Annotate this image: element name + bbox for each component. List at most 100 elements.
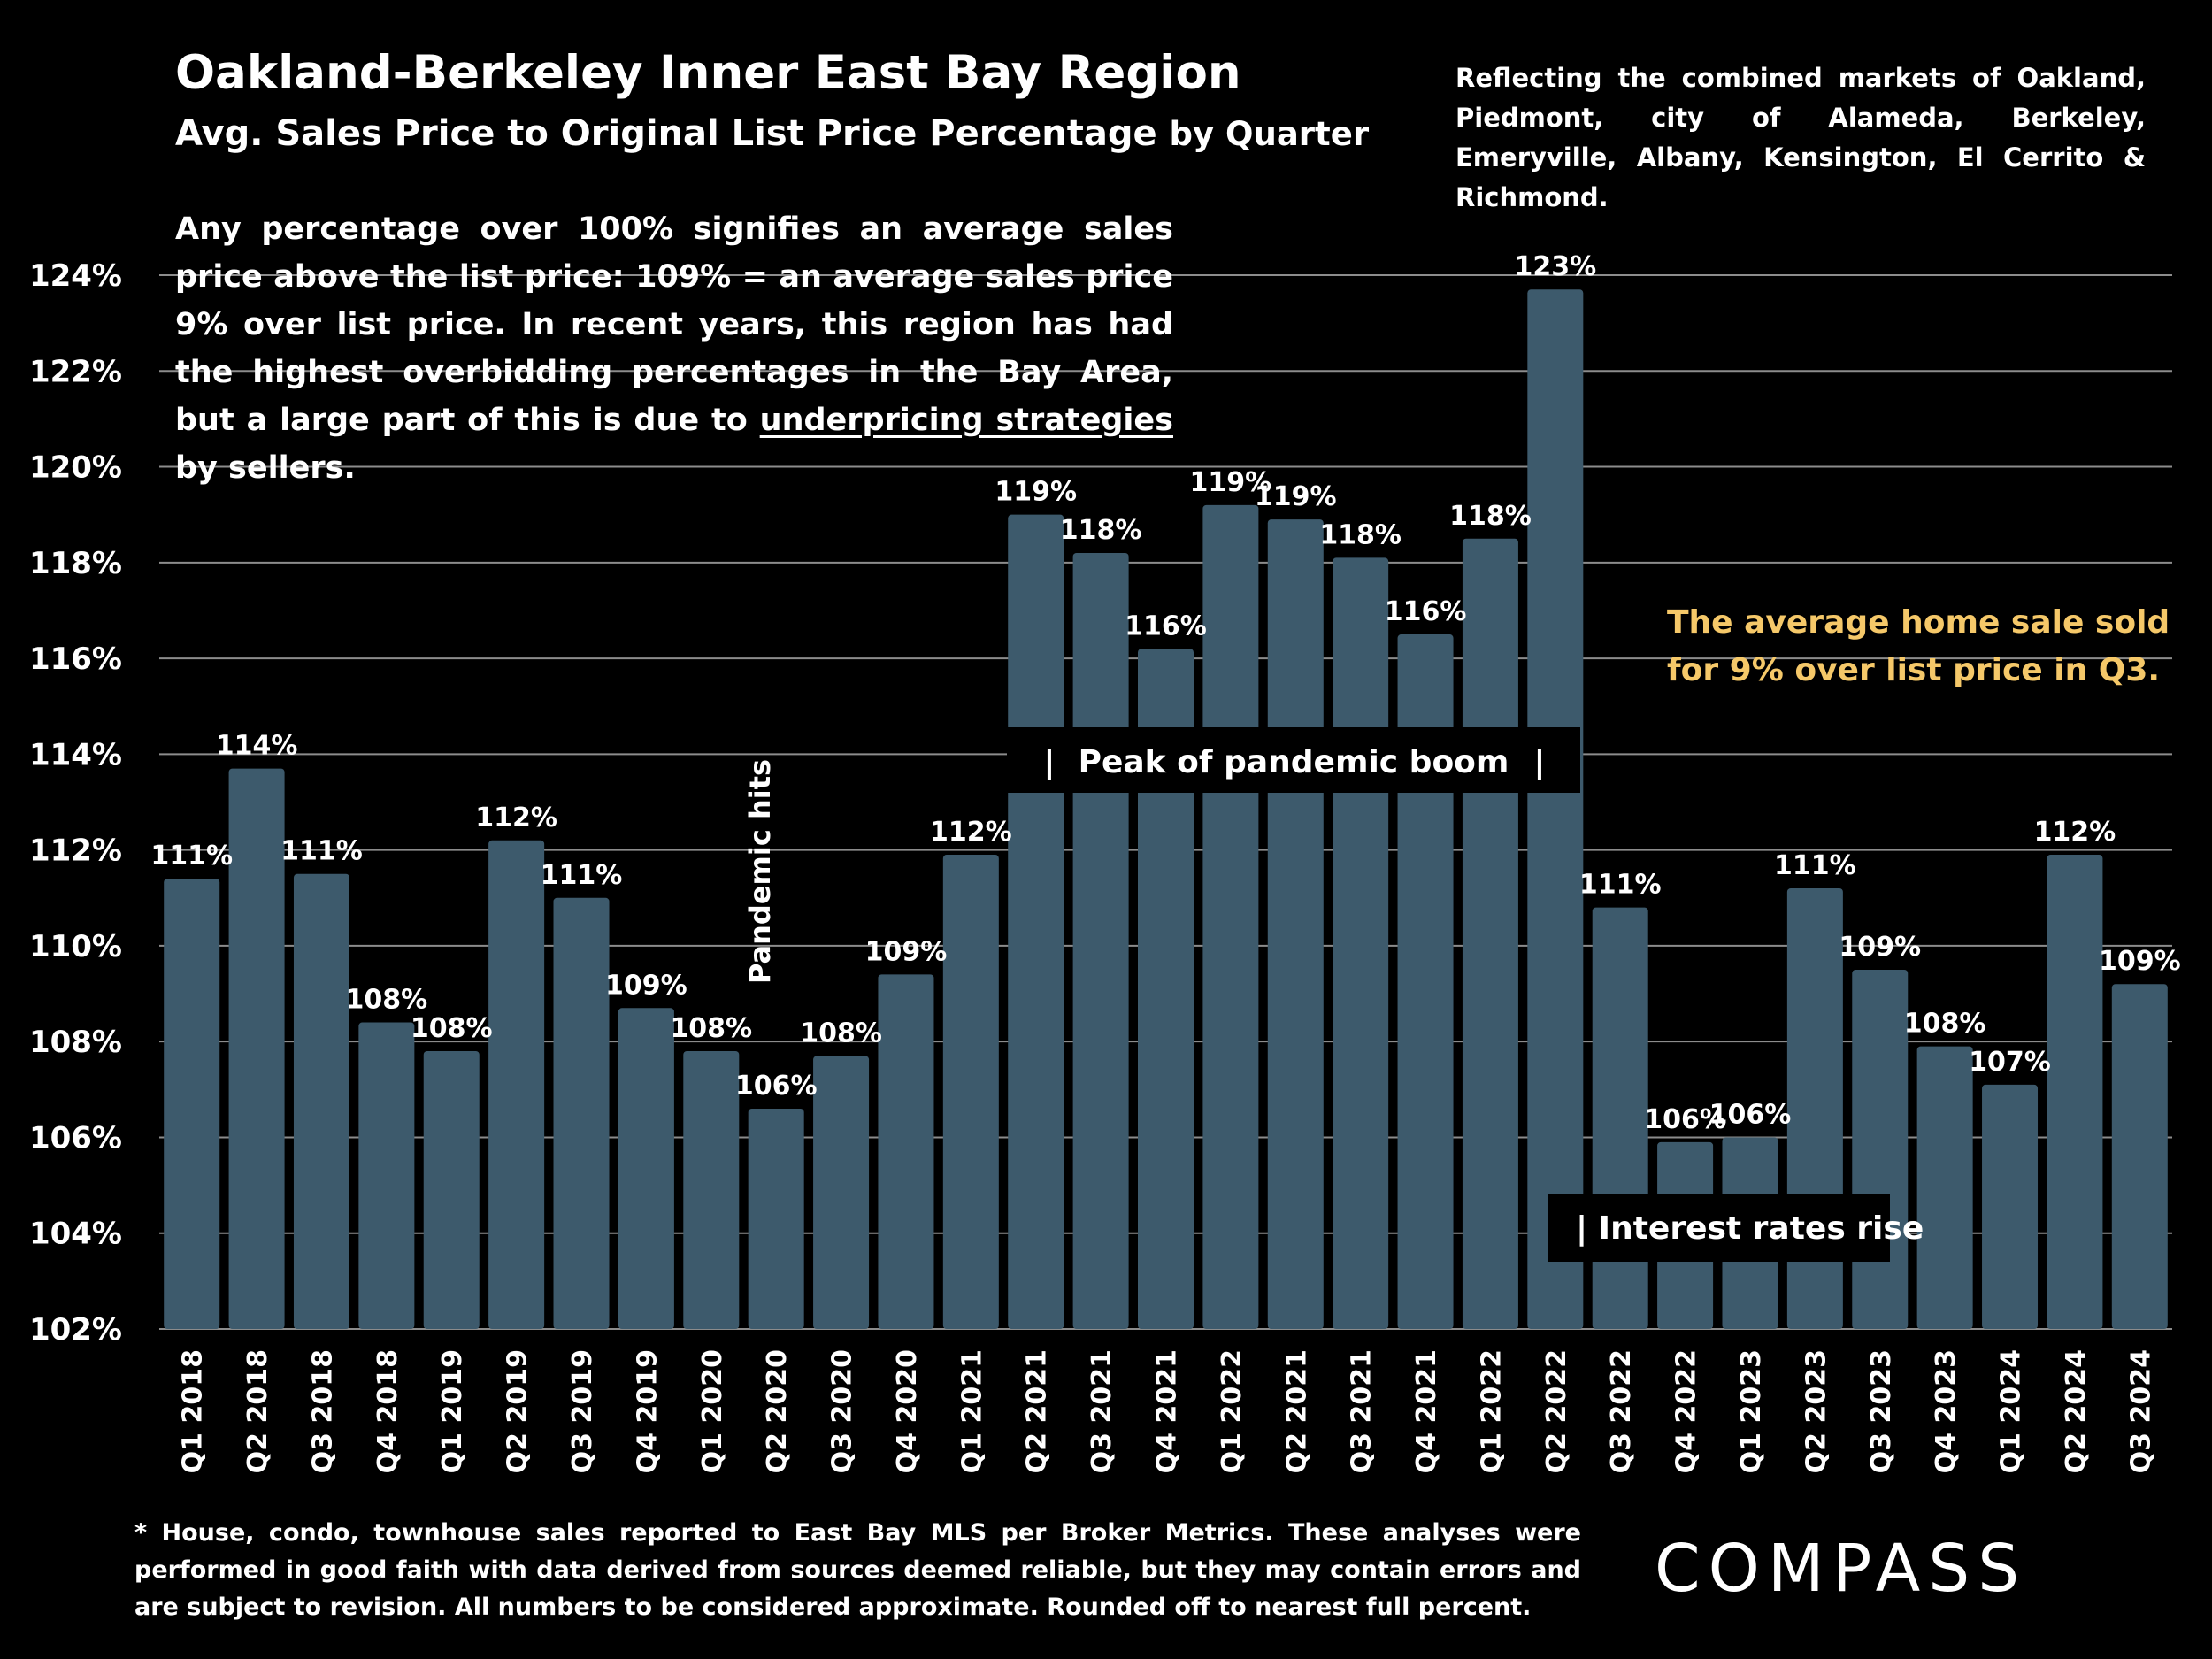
- data-label: 109%: [1839, 932, 1921, 963]
- data-label: 112%: [2034, 817, 2116, 848]
- pandemic-hits-label: Pandemic hits: [743, 759, 777, 984]
- data-label: 107%: [1969, 1047, 2051, 1078]
- bar: [1982, 1084, 2039, 1329]
- data-label: 123%: [1514, 251, 1596, 282]
- data-label: 116%: [1125, 611, 1207, 641]
- x-tick-label: Q3 2018: [307, 1349, 338, 1473]
- y-tick-label: 124%: [29, 258, 122, 294]
- data-label: 108%: [346, 985, 428, 1016]
- x-tick-label: Q1 2024: [1996, 1349, 2027, 1473]
- data-label: 111%: [1774, 850, 1856, 881]
- bar: [1138, 649, 1194, 1329]
- y-tick-label: 122%: [29, 354, 122, 389]
- annotations: | Peak of pandemic boom | | Interest rat…: [743, 727, 1924, 1262]
- x-tick-label: Q2 2020: [762, 1349, 793, 1473]
- bar: [1333, 557, 1389, 1329]
- data-label: 108%: [1904, 1009, 1986, 1040]
- bar: [228, 768, 285, 1329]
- data-label: 106%: [735, 1071, 818, 1102]
- chart-title: Oakland-Berkeley Inner East Bay Region: [175, 46, 1241, 100]
- x-tick-label: Q1 2021: [956, 1349, 987, 1473]
- rates-annotation-label: | Interest rates rise: [1576, 1210, 1924, 1247]
- y-tick-label: 106%: [29, 1120, 122, 1156]
- y-tick-label: 118%: [29, 546, 122, 581]
- data-label: 108%: [411, 1013, 493, 1044]
- y-tick-label: 102%: [29, 1312, 122, 1348]
- bar: [1527, 289, 1584, 1329]
- bar: [878, 974, 934, 1329]
- x-tick-label: Q1 2020: [697, 1349, 728, 1473]
- x-tick-label: Q3 2019: [567, 1349, 598, 1473]
- x-tick-label: Q2 2022: [1541, 1349, 1572, 1473]
- y-axis-labels: 102% 104% 106% 108% 110% 112% 114% 116% 118% 120%…: [29, 258, 122, 1348]
- callout-line-2: for 9% over list price in Q3.: [1667, 652, 2161, 688]
- x-tick-label: Q2 2019: [503, 1349, 534, 1473]
- bar: [1592, 907, 1648, 1329]
- x-tick-label: Q3 2020: [827, 1349, 858, 1473]
- subtitle-suffix: by Quarter: [1169, 115, 1370, 153]
- subtitle-main: Avg. Sales Price to Original List Price …: [175, 113, 1157, 154]
- bar: [618, 1008, 674, 1329]
- y-tick-label: 114%: [29, 737, 122, 772]
- x-tick-label: Q2 2021: [1022, 1349, 1053, 1473]
- bar: [1852, 969, 1909, 1329]
- chart-subtitle: Avg. Sales Price to Original List Price …: [175, 113, 1369, 154]
- peak-bar-left: |: [1043, 744, 1055, 780]
- peak-annotation-label: Peak of pandemic boom: [1079, 744, 1509, 780]
- bar: [942, 855, 999, 1329]
- bar: [1916, 1046, 1973, 1329]
- bar: [164, 879, 220, 1329]
- x-tick-label: Q3 2021: [1347, 1349, 1378, 1473]
- bar: [1462, 538, 1518, 1329]
- data-label: 109%: [2099, 946, 2181, 977]
- peak-bar-right: |: [1533, 744, 1545, 780]
- bar: [683, 1051, 740, 1329]
- explanation-before: Any percentage over 100% signifies an av…: [175, 211, 1173, 438]
- x-axis-labels: Q1 2018 Q2 2018 Q3 2018 Q4 2018 Q1 2019 Q2 20…: [178, 1349, 2157, 1473]
- bar: [1072, 552, 1129, 1329]
- x-tick-label: Q4 2021: [1152, 1349, 1183, 1473]
- x-tick-label: Q4 2022: [1671, 1349, 1702, 1473]
- y-tick-label: 116%: [29, 641, 122, 677]
- data-label: 111%: [1579, 870, 1662, 901]
- bar: [1267, 519, 1324, 1329]
- x-tick-label: Q1 2022: [1217, 1349, 1248, 1473]
- x-tick-label: Q4 2019: [632, 1349, 663, 1473]
- bar: [813, 1056, 870, 1329]
- bar: [1786, 887, 1843, 1329]
- x-tick-label: Q2 2018: [242, 1349, 273, 1473]
- bar: [2047, 855, 2103, 1329]
- data-label: 118%: [1449, 501, 1532, 532]
- rates-annotation-box: [1548, 1194, 1890, 1262]
- y-tick-label: 104%: [29, 1217, 122, 1252]
- x-tick-label: Q1 2023: [1736, 1349, 1767, 1473]
- bar: [1397, 634, 1454, 1329]
- compass-logo: COMPASS: [1655, 1531, 2028, 1607]
- x-tick-label: Q2 2024: [2061, 1349, 2092, 1473]
- region-note: Reflecting the combined markets of Oakla…: [1455, 63, 2146, 212]
- data-label: 118%: [1319, 519, 1402, 550]
- data-label: 119%: [1190, 467, 1272, 498]
- bar: [553, 897, 610, 1329]
- bars: [164, 289, 2168, 1329]
- bar: [748, 1108, 804, 1329]
- x-tick-label: Q4 2020: [892, 1349, 923, 1473]
- bar: [423, 1051, 480, 1329]
- explanation-text: Any percentage over 100% signifies an av…: [175, 205, 1173, 492]
- data-label: 111%: [280, 836, 363, 867]
- data-label: 109%: [605, 970, 687, 1001]
- data-labels: 111%114%111%108%108%112%111%109%108%106%…: [150, 251, 2180, 1135]
- callout-text: The average home sale sold for 9% over l…: [1667, 599, 2170, 695]
- x-tick-label: Q3 2021: [1087, 1349, 1118, 1473]
- bar: [2111, 984, 2168, 1329]
- y-tick-label: 112%: [29, 833, 122, 869]
- data-label: 111%: [541, 860, 623, 891]
- bar: [1202, 504, 1259, 1329]
- x-tick-label: Q1 2018: [178, 1349, 209, 1473]
- data-label: 112%: [475, 803, 557, 833]
- data-label: 119%: [1255, 481, 1337, 512]
- y-tick-label: 108%: [29, 1025, 122, 1060]
- x-tick-label: Q2 2023: [1801, 1349, 1832, 1473]
- bar: [1008, 514, 1064, 1329]
